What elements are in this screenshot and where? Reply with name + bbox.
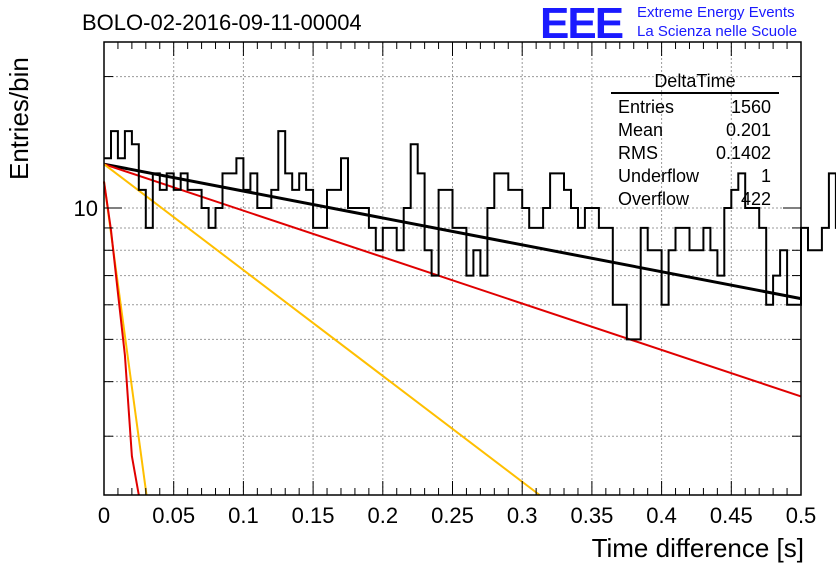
fit-curves bbox=[103, 162, 802, 496]
stats-row: Entries 1560 bbox=[611, 96, 779, 119]
histogram-title: BOLO-02-2016-09-11-00004 bbox=[82, 10, 362, 35]
stats-box: DeltaTime Entries 1560 Mean 0.201 RMS 0.140… bbox=[611, 70, 779, 211]
stats-value: 1 bbox=[760, 166, 771, 186]
stats-label: Entries bbox=[618, 97, 675, 117]
y-tick-label: 10 bbox=[74, 196, 98, 221]
stats-value: 0.1402 bbox=[715, 143, 771, 163]
x-tick-label: 0.35 bbox=[570, 503, 613, 528]
stats-value: 0.201 bbox=[725, 120, 771, 140]
x-tick-label: 0.1 bbox=[228, 503, 259, 528]
y-axis-label: Entries/bin bbox=[4, 57, 34, 180]
x-tick-label: 0.5 bbox=[786, 503, 817, 528]
stats-label: Underflow bbox=[618, 166, 700, 186]
stats-label: Overflow bbox=[618, 189, 690, 209]
logo-line-1: Extreme Energy Events bbox=[637, 4, 795, 21]
fit-curve bbox=[103, 181, 140, 496]
stats-value: 1560 bbox=[730, 97, 771, 117]
fit-curve bbox=[103, 163, 802, 398]
eee-logo-text: Extreme Energy Events La Scienza nelle S… bbox=[637, 3, 797, 41]
histogram-line bbox=[104, 130, 836, 341]
x-tick-label: 0 bbox=[98, 503, 110, 528]
stats-label: RMS bbox=[618, 143, 658, 163]
eee-logo: EEE bbox=[540, 0, 624, 48]
fit-curve bbox=[103, 163, 541, 496]
x-tick-label: 0.3 bbox=[507, 503, 538, 528]
x-tick-label: 0.4 bbox=[646, 503, 677, 528]
stats-row: Underflow 1 bbox=[611, 165, 779, 188]
histogram bbox=[104, 130, 836, 341]
stats-title: DeltaTime bbox=[611, 70, 779, 94]
stats-row: RMS 0.1402 bbox=[611, 142, 779, 165]
x-axis-label: Time difference [s] bbox=[591, 533, 804, 563]
logo-line-2: La Scienza nelle Scuole bbox=[637, 23, 798, 40]
x-tick-label: 0.05 bbox=[152, 503, 195, 528]
axes: 0 0.05 0.1 0.15 0.2 0.25 0.3 0.35 0.4 0.45 0.5 10 bbox=[74, 41, 817, 528]
x-tick-label: 0.15 bbox=[292, 503, 335, 528]
stats-row: Overflow 422 bbox=[611, 188, 779, 211]
fit-curve bbox=[103, 162, 802, 301]
stats-row: Mean 0.201 bbox=[611, 119, 779, 142]
x-tick-label: 0.2 bbox=[368, 503, 399, 528]
stats-label: Mean bbox=[618, 120, 664, 140]
stats-value: 422 bbox=[740, 189, 771, 209]
x-tick-label: 0.25 bbox=[431, 503, 474, 528]
x-tick-label: 0.45 bbox=[710, 503, 753, 528]
